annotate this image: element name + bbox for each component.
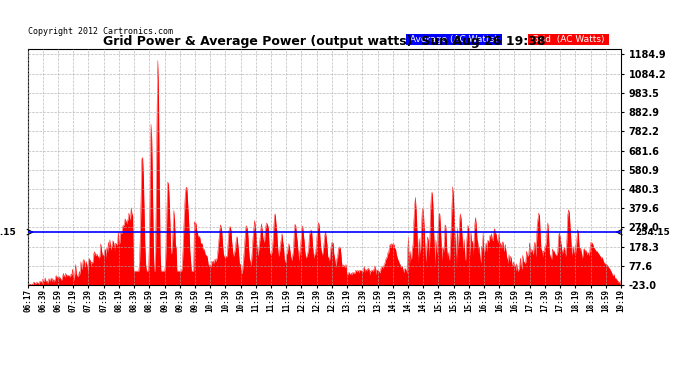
Text: 254.15: 254.15 bbox=[635, 228, 670, 237]
Text: Average (AC Watts): Average (AC Watts) bbox=[407, 35, 501, 44]
Text: Copyright 2012 Cartronics.com: Copyright 2012 Cartronics.com bbox=[28, 27, 172, 36]
Title: Grid Power & Average Power (output watts)  Sun Aug 26 19:38: Grid Power & Average Power (output watts… bbox=[103, 34, 546, 48]
Text: Grid  (AC Watts): Grid (AC Watts) bbox=[529, 35, 607, 44]
Text: 254.15: 254.15 bbox=[0, 228, 16, 237]
